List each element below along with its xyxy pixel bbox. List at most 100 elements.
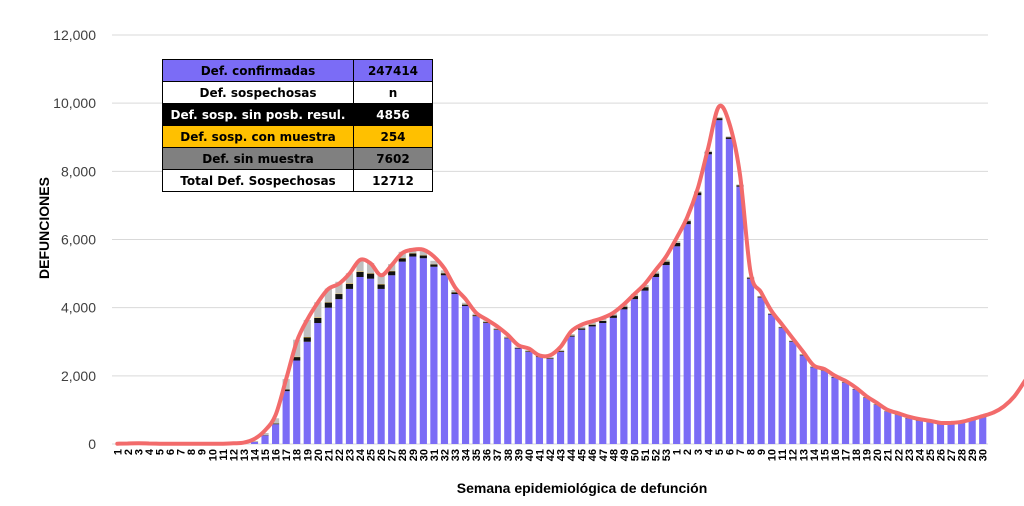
legend-label: Def. sosp. con muestra (163, 126, 354, 148)
y-tick-label: 8,000 (61, 163, 96, 179)
bar-segment (451, 294, 458, 444)
bar-segment (515, 349, 522, 444)
bar-segment (441, 275, 448, 444)
bar-segment (652, 277, 659, 444)
bar-segment (831, 378, 838, 444)
y-tick-labels: 0 2,000 4,000 6,000 8,000 10,000 12,000 (53, 27, 96, 452)
bar-segment (388, 275, 395, 444)
legend-row: Def. sospechosas n (163, 82, 433, 104)
y-tick-label: 2,000 (61, 368, 96, 384)
legend-row: Total Def. Sospechosas 12712 (163, 170, 433, 192)
bar-segment (325, 303, 332, 308)
legend-row: Def. confirmadas 247414 (163, 60, 433, 82)
bar-segment (525, 352, 532, 444)
bar-segment (852, 389, 859, 444)
legend-value: 12712 (354, 170, 433, 192)
bar-segment (378, 289, 385, 444)
bar-segment (726, 139, 733, 444)
bar-segment (483, 323, 490, 444)
x-axis-label: Semana epidemiológica de defunción (457, 480, 708, 496)
bar-segment (969, 420, 976, 444)
bar-segment (958, 423, 965, 444)
bar-segment (800, 355, 807, 444)
x-tick-label: 30 (978, 449, 990, 461)
bar-segment (388, 271, 395, 275)
bar-segment (536, 357, 543, 444)
legend-value: 254 (354, 126, 433, 148)
y-tick-label: 0 (88, 436, 96, 452)
legend-label: Def. confirmadas (163, 60, 354, 82)
bar-segment (504, 338, 511, 444)
bar-segment (494, 330, 501, 444)
y-tick-label: 10,000 (53, 95, 96, 111)
bar-segment (378, 284, 385, 288)
bar-segment (905, 418, 912, 444)
bar-segment (367, 274, 374, 279)
bar-segment (304, 337, 311, 341)
bar-segment (757, 297, 764, 444)
legend-value: 4856 (354, 104, 433, 126)
bar-segment (546, 358, 553, 359)
bar-segment (346, 284, 353, 289)
bar-segment (842, 383, 849, 444)
bar-segment (546, 359, 553, 444)
legend-value: 247414 (354, 60, 433, 82)
bar-segment (589, 325, 596, 327)
bar-segment (568, 337, 575, 444)
legend-label: Def. sospechosas (163, 82, 354, 104)
bar-segment (293, 360, 300, 444)
bar-segment (557, 352, 564, 444)
legend-label: Def. sin muestra (163, 148, 354, 170)
bar-segment (367, 279, 374, 444)
y-tick-label: 4,000 (61, 300, 96, 316)
bar-segment (409, 257, 416, 444)
bar-segment (863, 398, 870, 444)
bar-segment (335, 294, 342, 299)
bar-segment (694, 195, 701, 444)
bar-segment (325, 308, 332, 444)
bar-segment (589, 326, 596, 444)
deaths-chart: 02,0004,0006,0008,00010,00012,000 123456… (0, 0, 1024, 506)
bar-segment (779, 328, 786, 444)
bar-segment (916, 421, 923, 444)
bar-segment (673, 246, 680, 444)
bar-segment (335, 299, 342, 444)
bar-segment (684, 224, 691, 444)
bar-segment (620, 309, 627, 444)
bar-segment (420, 256, 427, 259)
bar-segment (789, 342, 796, 444)
bar-segment (314, 323, 321, 444)
bar-segment (810, 367, 817, 444)
bar-segment (399, 262, 406, 444)
bar-segment (346, 289, 353, 444)
legend-value: 7602 (354, 148, 433, 170)
bar-segment (356, 272, 363, 277)
bar-segment (261, 435, 268, 444)
legend-label: Total Def. Sospechosas (163, 170, 354, 192)
legend-row: Def. sosp. sin posb. resul. 4856 (163, 104, 433, 126)
bar-segment (926, 423, 933, 444)
bar-segment (283, 391, 290, 444)
bar-segment (715, 120, 722, 444)
bar-segment (409, 253, 416, 256)
bar-segment (599, 321, 606, 323)
bar-segment (641, 291, 648, 444)
bar-segment (874, 405, 881, 444)
bar-segment (430, 264, 437, 266)
bar-segment (736, 187, 743, 444)
legend-value: n (354, 82, 433, 104)
y-tick-label: 12,000 (53, 27, 96, 43)
bar-segment (420, 258, 427, 444)
bar-segment (473, 316, 480, 444)
bar-segment (578, 330, 585, 444)
bar-segment (979, 417, 986, 444)
bar-segment (599, 323, 606, 444)
bar-segment (663, 265, 670, 444)
bar-segment (747, 279, 754, 444)
bar-segment (895, 415, 902, 444)
bar-segment (821, 371, 828, 444)
legend-row: Def. sin muestra 7602 (163, 148, 433, 170)
bar-segment (399, 258, 406, 261)
bar-segment (304, 342, 311, 444)
bar-segment (937, 424, 944, 444)
